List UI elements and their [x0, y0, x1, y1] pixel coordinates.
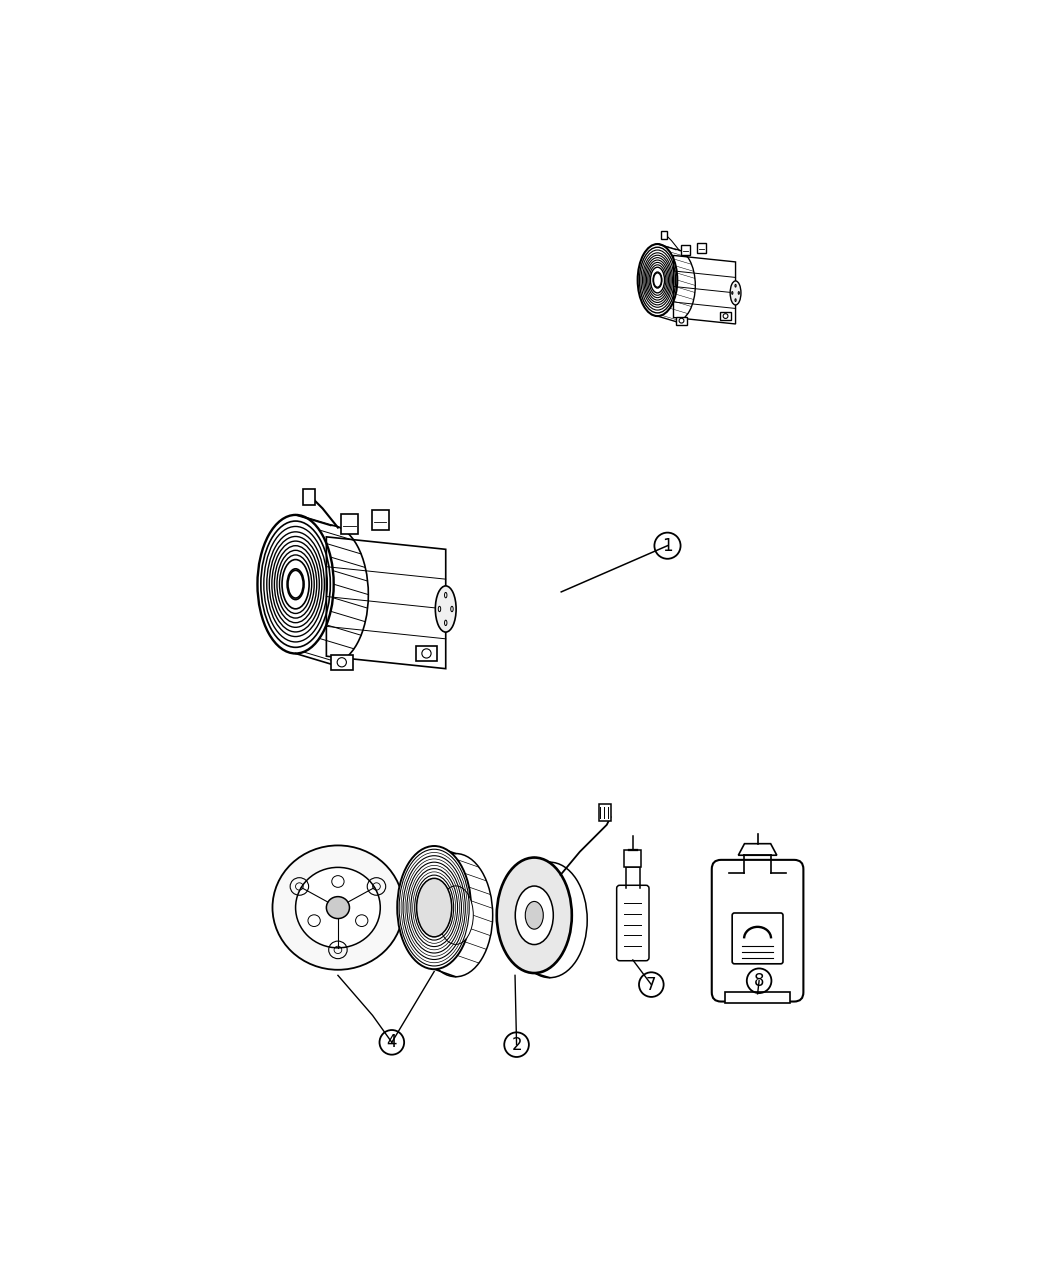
- Text: 2: 2: [511, 1035, 522, 1053]
- Bar: [416, 645, 437, 662]
- Ellipse shape: [273, 845, 403, 970]
- Text: 4: 4: [386, 1033, 397, 1052]
- Bar: [341, 515, 358, 534]
- Text: 7: 7: [646, 975, 656, 993]
- Ellipse shape: [525, 901, 543, 929]
- Text: 1: 1: [663, 537, 673, 555]
- FancyBboxPatch shape: [732, 913, 783, 964]
- Ellipse shape: [288, 570, 303, 598]
- Ellipse shape: [497, 858, 572, 973]
- Bar: [625, 850, 642, 867]
- Bar: [303, 490, 315, 505]
- Ellipse shape: [417, 878, 452, 937]
- Ellipse shape: [436, 586, 456, 632]
- Ellipse shape: [327, 896, 350, 918]
- Bar: [372, 510, 388, 529]
- Bar: [697, 244, 706, 254]
- Ellipse shape: [296, 867, 380, 947]
- Bar: [681, 245, 690, 255]
- FancyBboxPatch shape: [616, 885, 649, 961]
- Bar: [676, 316, 687, 325]
- Polygon shape: [673, 255, 736, 324]
- Bar: [600, 805, 611, 821]
- Ellipse shape: [653, 273, 662, 287]
- Bar: [331, 654, 353, 669]
- Bar: [720, 312, 731, 320]
- Ellipse shape: [516, 886, 553, 945]
- FancyBboxPatch shape: [712, 859, 803, 1002]
- Polygon shape: [327, 537, 446, 668]
- Ellipse shape: [438, 886, 474, 945]
- Ellipse shape: [730, 280, 741, 305]
- Bar: [662, 231, 668, 238]
- Text: 8: 8: [754, 972, 764, 989]
- Ellipse shape: [397, 847, 471, 969]
- Bar: [724, 992, 791, 1003]
